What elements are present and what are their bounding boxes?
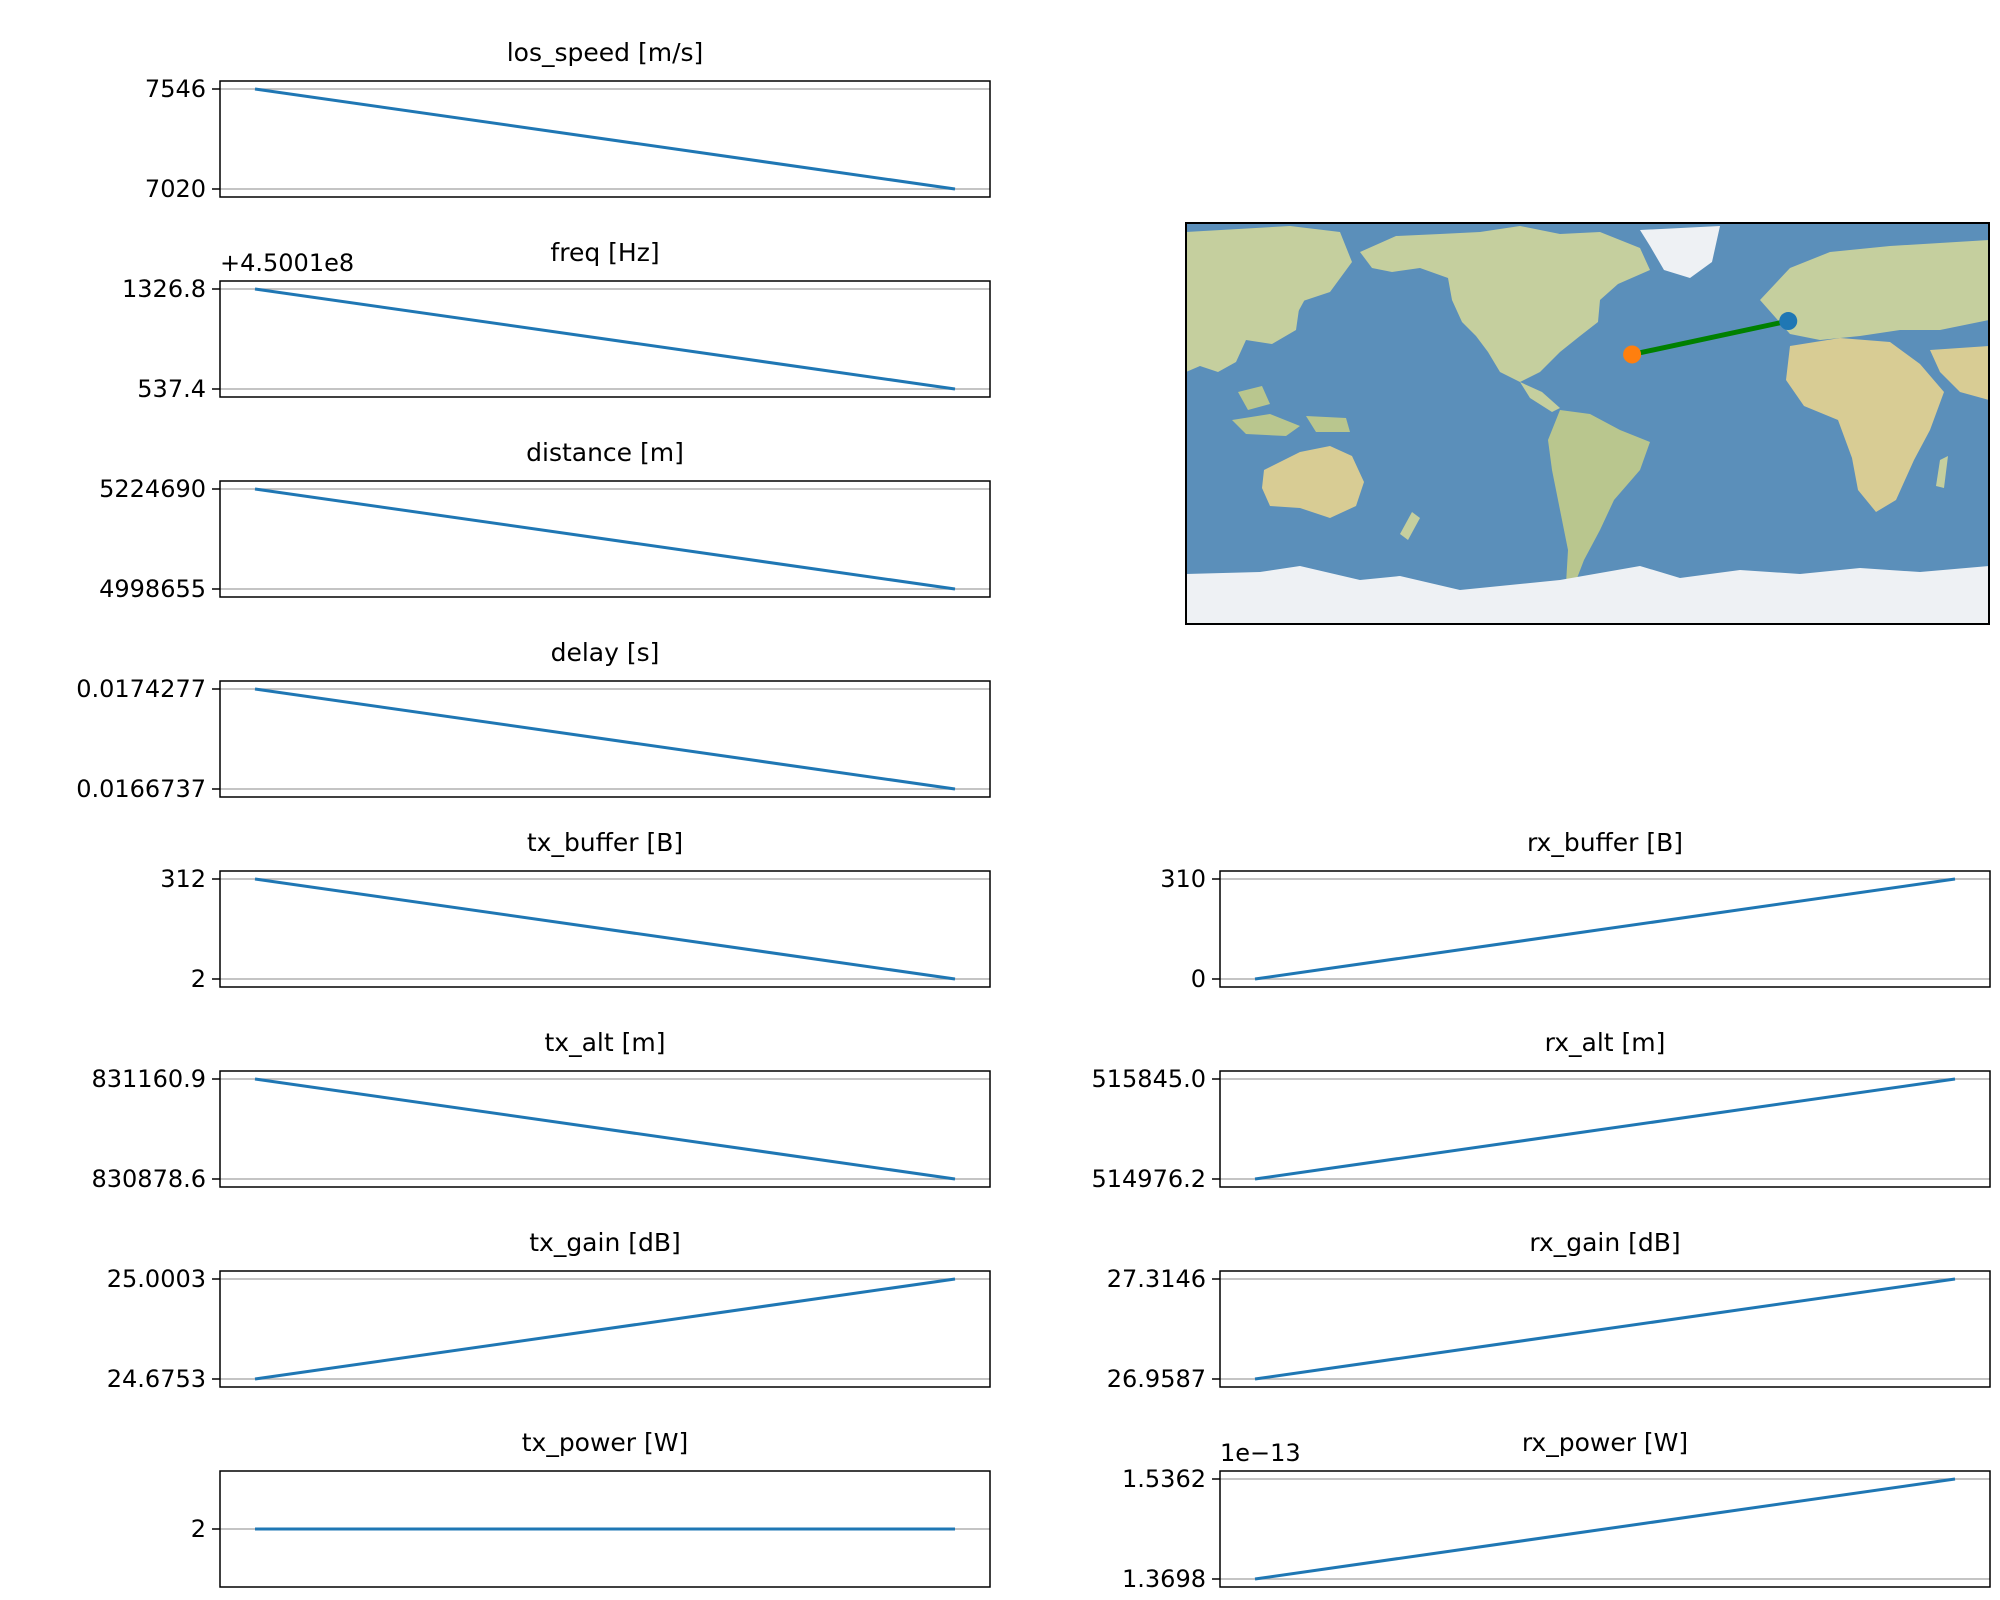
axes-frame xyxy=(219,1070,991,1188)
series-line xyxy=(254,1077,956,1181)
axes-frame xyxy=(219,680,991,798)
subplot-los-speed: 7546 7020 los_speed [m/s] xyxy=(145,38,991,203)
subplot-title: tx_gain [dB] xyxy=(529,1228,681,1257)
series-line xyxy=(1254,1077,1956,1181)
subplot-title: delay [s] xyxy=(551,638,660,667)
axes-frame xyxy=(219,1270,991,1388)
land-europe xyxy=(1760,240,1989,340)
land-borneo xyxy=(1238,386,1270,410)
subplot-title: distance [m] xyxy=(526,438,684,467)
land-australia xyxy=(1262,446,1364,518)
track-line xyxy=(1631,318,1789,357)
series-line xyxy=(254,1277,956,1381)
y-tick-label: 310 xyxy=(1160,865,1206,893)
subplot-title: tx_buffer [B] xyxy=(527,828,683,857)
y-tick-label: 312 xyxy=(160,865,206,893)
track-start-marker xyxy=(1779,312,1798,331)
series-line xyxy=(1254,1477,1956,1581)
subplot-title: rx_alt [m] xyxy=(1545,1028,1666,1057)
land-north-america xyxy=(1360,226,1650,382)
axes-frame xyxy=(219,80,991,198)
y-tick-label: 26.9587 xyxy=(1107,1365,1206,1393)
y-tick-label: 1.5362 xyxy=(1122,1465,1206,1493)
subplot-rx-alt: 515845.0 514976.2 rx_alt [m] xyxy=(1091,1028,1991,1193)
subplot-rx-buffer: 310 0 rx_buffer [B] xyxy=(1160,828,1991,993)
axes-frame xyxy=(219,280,991,398)
y-tick-label: 537.4 xyxy=(137,375,206,403)
land-japan xyxy=(1290,282,1310,312)
y-tick-label: 5224690 xyxy=(99,475,206,503)
series-line xyxy=(1254,1277,1956,1381)
land-new-guinea xyxy=(1306,416,1350,432)
series-line xyxy=(254,877,956,981)
land-madagascar xyxy=(1936,456,1948,488)
y-tick-label: 7020 xyxy=(145,175,206,203)
y-tick-label: 4998655 xyxy=(99,575,206,603)
land-arabia xyxy=(1930,346,1989,400)
land-central-america xyxy=(1520,382,1560,412)
y-tick-label: 0.0174277 xyxy=(76,675,206,703)
subplot-title: tx_alt [m] xyxy=(545,1028,666,1057)
y-tick-label: 515845.0 xyxy=(1091,1065,1206,1093)
axes-frame xyxy=(1219,1070,1991,1188)
land-south-america xyxy=(1548,410,1650,586)
subplot-tx-alt: 831160.9 830878.6 tx_alt [m] xyxy=(91,1028,991,1193)
land-greenland xyxy=(1640,226,1720,278)
subplot-distance: 5224690 4998655 distance [m] xyxy=(99,438,991,603)
plots-layer: 7546 7020 los_speed [m/s] 1326.8 537.4 freq [… xyxy=(76,38,1991,1593)
land-antarctica xyxy=(1186,566,1989,624)
subplot-title: rx_gain [dB] xyxy=(1529,1228,1680,1257)
series-line xyxy=(254,487,956,591)
land-indonesia xyxy=(1232,414,1300,436)
subplot-title: freq [Hz] xyxy=(550,238,659,267)
axes-frame xyxy=(219,1470,991,1588)
series-line xyxy=(254,87,956,191)
axes-frame xyxy=(1219,1270,1991,1388)
axes-frame xyxy=(1219,1470,1991,1588)
track-end-marker xyxy=(1623,345,1642,364)
map-frame xyxy=(1185,222,1990,625)
subplot-rx-gain: 27.3146 26.9587 rx_gain [dB] xyxy=(1107,1228,1991,1393)
y-tick-label: 7546 xyxy=(145,75,206,103)
axes-frame xyxy=(219,870,991,988)
series-line xyxy=(254,287,956,391)
y-tick-label: 25.0003 xyxy=(107,1265,206,1293)
subplot-title: rx_power [W] xyxy=(1522,1428,1688,1457)
land-new-zealand xyxy=(1400,512,1420,540)
subplot-tx-buffer: 312 2 tx_buffer [B] xyxy=(160,828,991,993)
subplot-tx-gain: 25.0003 24.6753 tx_gain [dB] xyxy=(107,1228,991,1393)
series-line xyxy=(1254,877,1956,981)
subplot-title: rx_buffer [B] xyxy=(1527,828,1683,857)
world-map xyxy=(1185,222,1990,625)
land-asia xyxy=(1186,226,1352,372)
subplot-title: tx_power [W] xyxy=(522,1428,689,1457)
y-tick-label: 2 xyxy=(191,1515,206,1543)
y-tick-label: 514976.2 xyxy=(1091,1165,1206,1193)
subplot-title: los_speed [m/s] xyxy=(507,38,704,67)
y-tick-label: 2 xyxy=(191,965,206,993)
offset-label: 1e−13 xyxy=(1220,1439,1301,1467)
y-tick-label: 0 xyxy=(1191,965,1206,993)
axes-frame xyxy=(219,480,991,598)
land-africa xyxy=(1786,338,1944,512)
axes-frame xyxy=(1219,870,1991,988)
y-tick-label: 1.3698 xyxy=(1122,1565,1206,1593)
y-tick-label: 0.0166737 xyxy=(76,775,206,803)
y-tick-label: 831160.9 xyxy=(91,1065,206,1093)
subplot-delay: 0.0174277 0.0166737 delay [s] xyxy=(76,638,991,803)
series-line xyxy=(254,687,956,791)
y-tick-label: 24.6753 xyxy=(107,1365,206,1393)
y-tick-label: 830878.6 xyxy=(91,1165,206,1193)
subplot-rx-power: 1.5362 1.3698 rx_power [W] 1e−13 xyxy=(1122,1428,1991,1593)
y-tick-label: 27.3146 xyxy=(1107,1265,1206,1293)
subplot-tx-power: 2 tx_power [W] xyxy=(191,1428,991,1588)
offset-label: +4.5001e8 xyxy=(220,249,354,277)
y-tick-label: 1326.8 xyxy=(122,275,206,303)
subplot-freq: 1326.8 537.4 freq [Hz] +4.5001e8 xyxy=(122,238,991,403)
